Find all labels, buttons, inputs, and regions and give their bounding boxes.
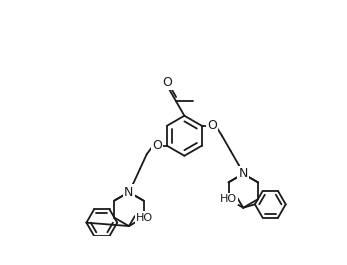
Text: N: N (238, 167, 248, 180)
Text: HO: HO (136, 213, 153, 223)
Text: O: O (207, 119, 217, 132)
Text: O: O (162, 76, 172, 89)
Text: O: O (152, 139, 162, 152)
Text: N: N (124, 186, 134, 199)
Text: HO: HO (219, 194, 237, 204)
